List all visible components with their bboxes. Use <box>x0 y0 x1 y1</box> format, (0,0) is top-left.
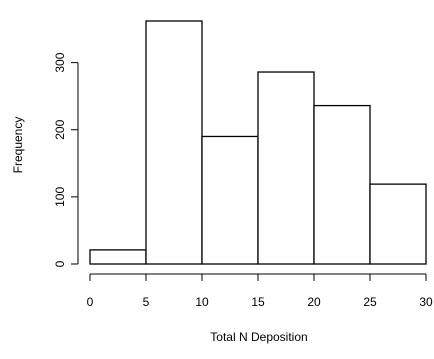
histogram-bar <box>370 184 426 264</box>
x-tick-label: 30 <box>419 295 433 309</box>
histogram-bar <box>90 250 146 264</box>
bars-group <box>90 21 426 264</box>
histogram-bar <box>146 21 202 264</box>
y-tick-label: 0 <box>53 260 67 267</box>
y-tick-label: 100 <box>53 187 67 207</box>
x-tick-label: 5 <box>143 295 150 309</box>
x-tick-label: 20 <box>307 295 321 309</box>
y-axis: 0 100 200 300 <box>53 52 78 267</box>
histogram-bar <box>314 106 370 264</box>
x-axis: 0 5 10 15 20 25 30 <box>87 274 433 309</box>
x-axis-label: Total N Deposition <box>210 330 307 344</box>
x-tick-label: 0 <box>87 295 94 309</box>
x-tick-label: 25 <box>363 295 377 309</box>
histogram-bar <box>202 136 258 264</box>
x-tick-label: 10 <box>195 295 209 309</box>
y-tick-label: 200 <box>53 119 67 139</box>
x-tick-label: 15 <box>251 295 265 309</box>
y-tick-label: 300 <box>53 52 67 72</box>
y-axis-label: Frequency <box>11 117 25 174</box>
histogram-bar <box>258 72 314 264</box>
